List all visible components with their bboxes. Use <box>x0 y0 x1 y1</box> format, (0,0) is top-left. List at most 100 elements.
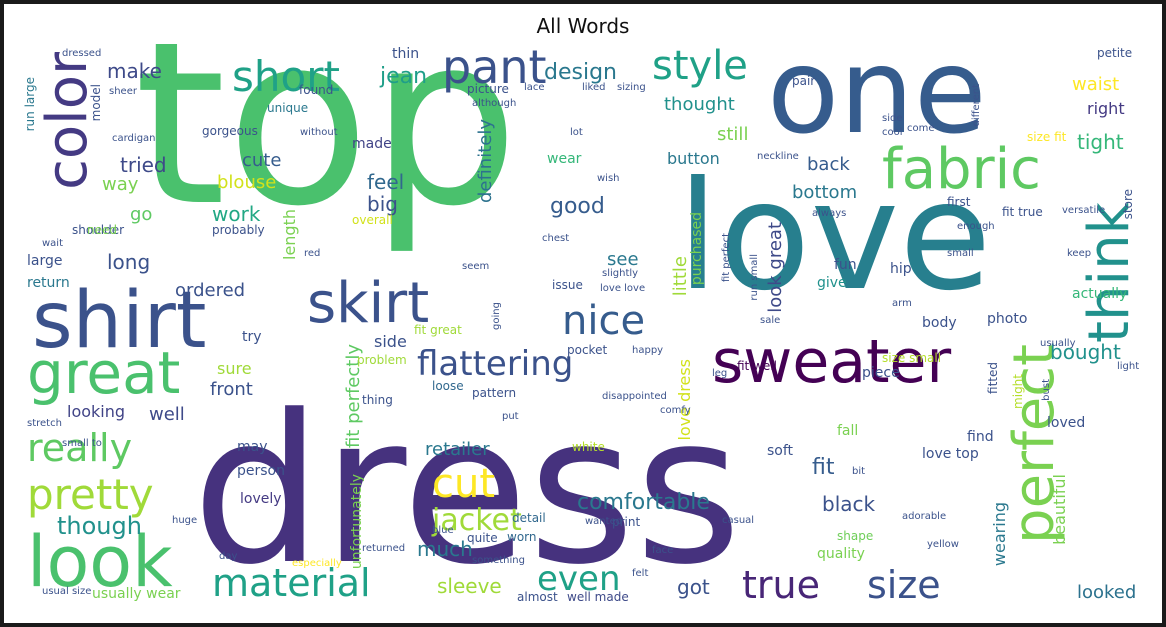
word-actually: actually <box>1072 286 1128 302</box>
word-style: style <box>652 44 748 89</box>
word-look-great: look great <box>765 222 786 313</box>
word-felt: felt <box>632 568 649 579</box>
word-quality: quality <box>817 546 865 562</box>
word-arm: arm <box>892 298 912 309</box>
word-wearing: wearing <box>990 502 1009 567</box>
word-side: side <box>374 332 407 351</box>
word-always: always <box>812 208 847 219</box>
word-might: might <box>1011 374 1025 409</box>
word-front: front <box>210 379 253 400</box>
word-problem: problem <box>357 353 407 367</box>
word-red: red <box>304 248 321 259</box>
word-fitted: fitted <box>986 362 1000 394</box>
word-seem: seem <box>462 261 490 272</box>
word-love-top: love top <box>922 446 979 462</box>
word-size-fit: size fit <box>1027 130 1067 144</box>
word-work: work <box>212 202 261 226</box>
word-keep: keep <box>1067 248 1092 259</box>
word-usually: usually <box>1040 338 1076 349</box>
word-retailer: retailer <box>425 439 490 460</box>
word-leg: leg <box>712 368 728 379</box>
word-sleeve: sleeve <box>437 574 502 598</box>
word-without: without <box>300 127 338 138</box>
word-lovely: lovely <box>240 491 282 507</box>
word-huge: huge <box>172 515 198 526</box>
word-sheer: sheer <box>109 86 137 97</box>
word-neckline: neckline <box>757 151 799 162</box>
word-issue: issue <box>552 278 583 292</box>
word-love: love <box>677 150 992 324</box>
word-stretch: stretch <box>27 418 62 429</box>
word-wait: wait <box>42 238 64 249</box>
word-size-small: size small <box>882 351 942 365</box>
word-picture: picture <box>467 82 509 96</box>
word-dress: dress <box>192 372 742 609</box>
word-photo: photo <box>987 311 1028 327</box>
word-well: well <box>149 404 185 425</box>
word-thought: thought <box>664 94 735 115</box>
word-fit-great: fit great <box>414 323 462 337</box>
word-cardigan: cardigan <box>112 133 156 144</box>
word-small-to: small to <box>62 438 102 449</box>
word-tried: tried <box>120 153 167 177</box>
word-piece: piece <box>862 365 900 381</box>
word-blouse: blouse <box>217 172 277 193</box>
word-small: small <box>947 248 974 259</box>
word-fall: fall <box>837 423 859 439</box>
word-back: back <box>807 154 850 175</box>
word-bottom: bottom <box>792 182 858 203</box>
word-see: see <box>607 249 639 270</box>
figure-canvas: All Words dress top love one shirt look great s… <box>4 4 1162 623</box>
word-sure: sure <box>217 359 252 378</box>
word-happy: happy <box>632 345 664 356</box>
word-jacket: jacket <box>432 503 522 538</box>
word-side: side <box>882 113 903 124</box>
word-probably: probably <box>212 223 265 237</box>
word-going: going <box>491 302 502 330</box>
word-give: give <box>817 275 847 291</box>
word-bought: bought <box>1050 340 1121 364</box>
word-unfortunately: unfortunately <box>349 474 365 570</box>
word-fit: fit <box>812 455 835 480</box>
word-something: something <box>472 555 525 566</box>
word-skirt: skirt <box>307 271 430 336</box>
word-still: still <box>717 124 749 145</box>
word-cloud: dress top love one shirt look great sweater fabr… <box>22 44 1144 609</box>
word-pattern: pattern <box>472 386 517 400</box>
word-model: model <box>89 84 103 122</box>
word-petite: petite <box>1097 46 1133 60</box>
word-disappointed: disappointed <box>602 391 667 402</box>
word-soft: soft <box>767 443 794 459</box>
word-unique: unique <box>267 101 309 115</box>
word-casual: casual <box>722 515 755 526</box>
word-thing: thing <box>362 393 393 407</box>
word-jean: jean <box>380 64 428 89</box>
word-great: great <box>27 339 181 407</box>
word-make: make <box>107 59 162 83</box>
word-one: one <box>767 44 987 160</box>
word-blue: blue <box>432 525 454 536</box>
word-versatile: versatile <box>1062 205 1106 216</box>
word-liked: liked <box>582 82 606 93</box>
word-gorgeous: gorgeous <box>202 124 258 138</box>
word-looked: looked <box>1077 582 1137 603</box>
word-quite: quite <box>467 531 498 545</box>
word-cut: cut <box>432 461 496 507</box>
word-lot: lot <box>570 127 583 138</box>
word-beautiful: beautiful <box>1050 474 1069 545</box>
word-detail: detail <box>512 511 546 525</box>
word-way: way <box>102 174 139 195</box>
word-got: got <box>677 575 710 599</box>
word-go: go <box>130 204 153 225</box>
word-loved: loved <box>1047 415 1086 431</box>
word-really: really <box>27 426 133 470</box>
word-made: made <box>352 136 392 152</box>
word-wear: wear <box>547 151 582 167</box>
word-return: return <box>27 275 70 291</box>
word-chest: chest <box>542 233 570 244</box>
word-returned: returned <box>362 543 406 554</box>
word-wish: wish <box>597 173 620 184</box>
word-body: body <box>922 315 957 331</box>
word-thin: thin <box>392 46 420 62</box>
word-waist: waist <box>1072 74 1120 95</box>
